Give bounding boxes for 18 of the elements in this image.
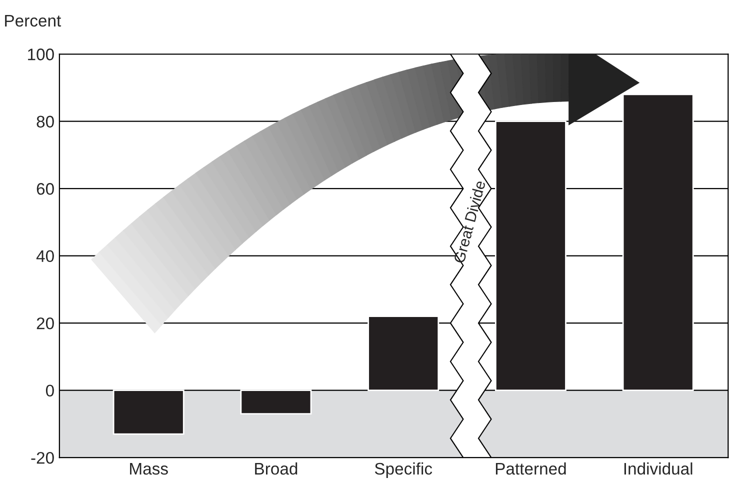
x-tick-label: Mass <box>130 463 168 475</box>
x-tick-label: Specific <box>374 462 432 478</box>
annotation: Great Divide <box>453 180 486 264</box>
bar <box>494 120 566 392</box>
x-tick-label: Individual <box>624 462 692 475</box>
bar <box>368 316 440 392</box>
y-tick-label: 60 <box>36 183 54 195</box>
x-tick-label: Broad <box>255 462 298 475</box>
bar <box>240 390 312 415</box>
y-tick-label: -20 <box>31 452 54 464</box>
y-tick-label: 80 <box>36 116 54 128</box>
y-tick-label: 40 <box>36 250 54 262</box>
y-tick-label: 100 <box>28 48 54 60</box>
x-tick-label: Patterned <box>496 462 566 475</box>
y-tick-label: 20 <box>36 317 54 330</box>
bar <box>112 390 184 435</box>
y-tick-label: 0 <box>46 384 54 397</box>
y-axis-title: Percent <box>5 14 62 27</box>
